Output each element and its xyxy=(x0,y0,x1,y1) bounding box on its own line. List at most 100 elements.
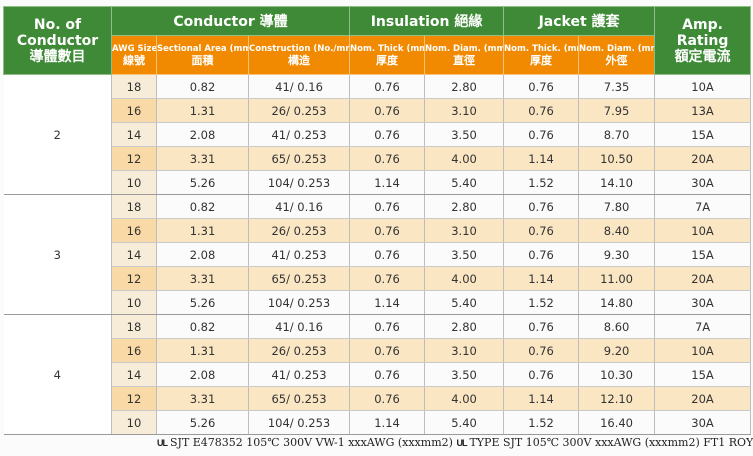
jacket-thick-cell: 0.76 xyxy=(503,314,579,339)
construction-cell: 41/ 0.16 xyxy=(247,74,350,99)
construction-cell: 41/ 0.16 xyxy=(247,314,350,339)
sectional-area-cell: 5.26 xyxy=(156,410,249,435)
construction-cell: 65/ 0.253 xyxy=(247,146,350,171)
insulation-diam-cell: 5.40 xyxy=(424,410,504,435)
subheader-label: Nom. Diam. (mm) xyxy=(425,44,504,54)
amp-rating-cell: 20A xyxy=(654,146,752,171)
jacket-diam-cell: 14.10 xyxy=(578,170,655,195)
sectional-area-cell: 3.31 xyxy=(156,146,249,171)
jacket-diam-cell: 8.60 xyxy=(578,314,655,339)
subheader-label: Nom. Thick. (mm) xyxy=(504,44,578,54)
amp-rating-cell: 13A xyxy=(654,98,752,123)
footer-text: TYPE SJT 105℃ 300V xxxAWG (xxxmm2) FT1 R… xyxy=(469,436,753,449)
jacket-diam-cell: 10.50 xyxy=(578,146,655,171)
construction-cell: 41/ 0.16 xyxy=(247,194,350,219)
header-label-zh: 額定電流 xyxy=(674,48,731,65)
insulation-diam-cell: 2.80 xyxy=(424,194,504,219)
table-row: 3 18 0.82 41/ 0.16 0.76 2.80 0.76 7.80 7A xyxy=(3,194,752,315)
table-row: 14 2.08 41/ 0.253 0.76 3.50 0.76 8.70 15A xyxy=(4,122,752,147)
amp-rating-cell: 7A xyxy=(654,314,752,339)
jacket-thick-cell: 0.76 xyxy=(503,74,579,99)
amp-rating-cell: 15A xyxy=(654,122,752,147)
insulation-thick-cell: 0.76 xyxy=(349,122,425,147)
insulation-diam-cell: 5.40 xyxy=(424,290,504,315)
insulation-thick-cell: 0.76 xyxy=(349,338,425,363)
table-row: 10 5.26 104/ 0.253 1.14 5.40 1.52 14.10 30A xyxy=(4,170,752,195)
awg-size-cell: 12 xyxy=(111,386,157,411)
construction-cell: 41/ 0.253 xyxy=(247,242,350,267)
table-row: 10 5.26 104/ 0.253 1.14 5.40 1.52 16.40 30A xyxy=(4,410,752,435)
header-label: Amp. xyxy=(682,16,723,33)
awg-size-cell: 10 xyxy=(111,170,157,195)
jacket-thick-cell: 1.52 xyxy=(503,290,579,315)
sectional-area-cell: 1.31 xyxy=(156,98,249,123)
insulation-thick-cell: 0.76 xyxy=(349,314,425,339)
sectional-area-cell: 0.82 xyxy=(156,314,249,339)
sectional-area-cell: 2.08 xyxy=(156,242,249,267)
table-row: 14 2.08 41/ 0.253 0.76 3.50 0.76 10.30 15A xyxy=(4,362,752,387)
subheader-label-zh: 面積 xyxy=(191,54,214,67)
insulation-thick-cell: 1.14 xyxy=(349,170,425,195)
jacket-diam-cell: 14.80 xyxy=(578,290,655,315)
footer-text: SJT E478352 105℃ 300V VW-1 xxxAWG (xxxmm… xyxy=(170,436,453,449)
subheader-label: Construction (No./mm) xyxy=(249,44,350,54)
subheader-label-zh: 線號 xyxy=(123,54,145,67)
amp-rating-cell: 30A xyxy=(654,410,752,435)
conductor-count-cell: 2 xyxy=(3,74,112,195)
sectional-area-cell: 0.82 xyxy=(156,194,249,219)
table-row: 12 3.31 65/ 0.253 0.76 4.00 1.14 11.00 20A xyxy=(4,266,752,291)
sectional-area-header: Sectional Area (mm²)面積 xyxy=(156,35,249,75)
table-row: 16 1.31 26/ 0.253 0.76 3.10 0.76 9.20 10A xyxy=(4,338,752,363)
awg-size-cell: 18 xyxy=(111,194,157,219)
construction-cell: 41/ 0.253 xyxy=(247,122,350,147)
awg-size-cell: 12 xyxy=(111,266,157,291)
insulation-diam-cell: 4.00 xyxy=(424,266,504,291)
amp-rating-cell: 30A xyxy=(654,290,752,315)
header-label-zh: 導體數目 xyxy=(29,48,86,65)
insulation-thick-cell: 0.76 xyxy=(349,266,425,291)
insulation-thick-cell: 0.76 xyxy=(349,146,425,171)
jacket-thick-cell: 1.52 xyxy=(503,170,579,195)
jacket-diam-cell: 11.00 xyxy=(578,266,655,291)
amp-rating-cell: 10A xyxy=(654,338,752,363)
jacket-thick-header: Nom. Thick. (mm)厚度 xyxy=(503,35,580,75)
sectional-area-cell: 5.26 xyxy=(156,290,249,315)
construction-cell: 104/ 0.253 xyxy=(247,290,350,315)
insulation-diam-cell: 4.00 xyxy=(424,386,504,411)
jacket-diam-header: Nom. Diam. (mm)外徑 xyxy=(578,35,656,75)
insulation-diam-cell: 3.10 xyxy=(424,218,504,243)
jacket-diam-cell: 9.20 xyxy=(578,338,655,363)
insulation-thick-cell: 0.76 xyxy=(349,362,425,387)
awg-size-cell: 18 xyxy=(111,314,157,339)
subheader-label-zh: 外徑 xyxy=(605,54,628,67)
jacket-diam-cell: 12.10 xyxy=(578,386,655,411)
cable-spec-table: No. of Conductor 導體數目 Conductor 導體 Insul… xyxy=(3,6,752,435)
construction-cell: 104/ 0.253 xyxy=(247,170,350,195)
insulation-thick-header: Nom. Thick (mm) 厚度 xyxy=(349,35,426,75)
amp-rating-cell: 20A xyxy=(654,386,752,411)
jacket-thick-cell: 0.76 xyxy=(503,194,579,219)
construction-cell: 65/ 0.253 xyxy=(247,266,350,291)
subheader-label-zh: 厚度 xyxy=(376,54,399,67)
jacket-thick-cell: 1.14 xyxy=(503,386,579,411)
insulation-thick-cell: 0.76 xyxy=(349,242,425,267)
construction-header: Construction (No./mm) 構造 xyxy=(247,35,351,75)
certification-footer: UL SJT E478352 105℃ 300V VW-1 xxxAWG (xxx… xyxy=(157,436,753,449)
jacket-diam-cell: 16.40 xyxy=(578,410,655,435)
awg-size-cell: 16 xyxy=(111,338,157,363)
sectional-area-cell: 2.08 xyxy=(156,122,249,147)
awg-size-cell: 14 xyxy=(111,122,157,147)
amp-rating-cell: 10A xyxy=(654,74,752,99)
no-of-conductor-header: No. of Conductor 導體數目 xyxy=(3,6,112,75)
table-row: 4 18 0.82 41/ 0.16 0.76 2.80 0.76 8.60 7A xyxy=(3,314,752,435)
jacket-thick-cell: 1.14 xyxy=(503,146,579,171)
jacket-thick-cell: 0.76 xyxy=(503,98,579,123)
awg-size-cell: 16 xyxy=(111,218,157,243)
amp-rating-cell: 10A xyxy=(654,218,752,243)
jacket-thick-cell: 0.76 xyxy=(503,242,579,267)
insulation-diam-cell: 3.10 xyxy=(424,338,504,363)
insulation-thick-cell: 0.76 xyxy=(349,386,425,411)
amp-rating-cell: 15A xyxy=(654,242,752,267)
jacket-diam-cell: 10.30 xyxy=(578,362,655,387)
